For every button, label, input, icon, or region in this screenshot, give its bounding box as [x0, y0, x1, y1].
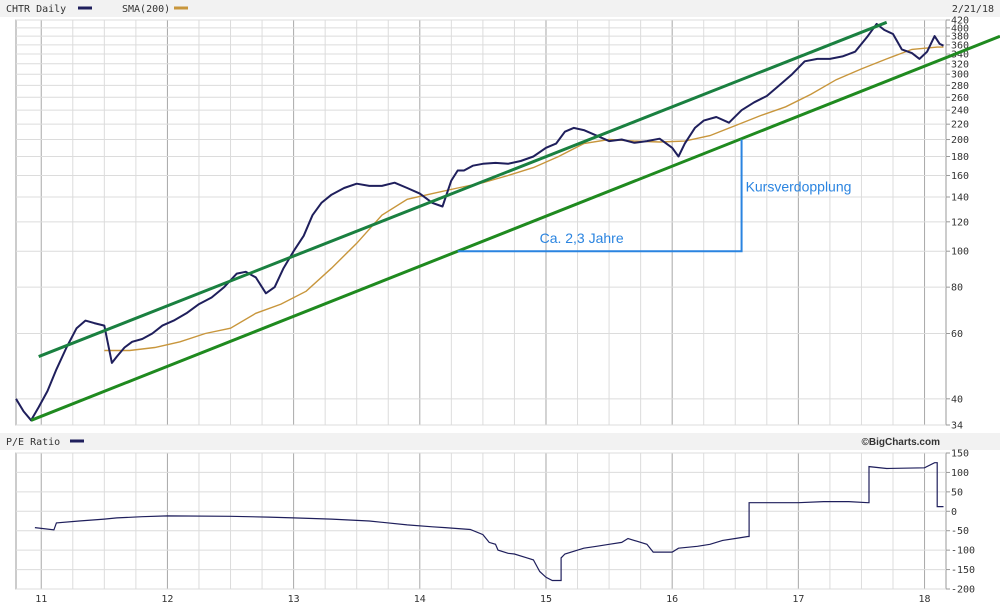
price-grid	[16, 19, 946, 426]
pe-header-label: P/E Ratio	[6, 437, 60, 448]
price-y-tick-label: 360	[951, 40, 969, 51]
pe-header-bar	[0, 433, 1000, 450]
pe-grid	[16, 452, 946, 590]
pe-y-tick-label: 100	[951, 468, 969, 479]
price-y-tick-label: 300	[951, 70, 969, 81]
pe-y-tick-label: 150	[951, 449, 969, 460]
x-tick-label: 16	[666, 594, 678, 605]
price-y-tick-label: 160	[951, 171, 969, 182]
channel-lower-line	[30, 34, 1000, 422]
price-y-tick-label: 120	[951, 217, 969, 228]
price-header-sma: SMA(200)	[122, 4, 170, 15]
price-y-tick-label: 340	[951, 50, 969, 61]
price-y-tick-label: 380	[951, 32, 969, 43]
pe-y-tick-label: -200	[951, 585, 975, 596]
pe-y-axis: 150 100 50 0 -50 -100 -150 -200	[946, 449, 975, 596]
doubling-bracket	[457, 139, 743, 253]
pe-series-layer	[34, 462, 944, 582]
sma-series-line	[104, 46, 944, 352]
pe-y-tick-label: 50	[951, 487, 963, 498]
x-tick-label: 15	[540, 594, 552, 605]
price-y-tick-label: 400	[951, 23, 969, 34]
x-tick-label: 12	[161, 594, 173, 605]
price-y-tick-label: 100	[951, 247, 969, 258]
x-tick-label: 14	[414, 594, 426, 605]
pe-y-tick-label: -50	[951, 526, 969, 537]
price-header-bar	[0, 0, 1000, 17]
x-tick-label: 11	[35, 594, 47, 605]
channel-upper-line	[38, 20, 888, 358]
x-tick-label: 13	[288, 594, 300, 605]
source-credit: ©BigCharts.com	[862, 437, 941, 448]
price-y-tick-label: 280	[951, 81, 969, 92]
price-plot-area	[15, 19, 947, 426]
price-series-line	[15, 22, 944, 422]
price-y-tick-label: 420	[951, 16, 969, 27]
price-header-symbol: CHTR Daily	[6, 4, 66, 15]
annotation-duration-label: Ca. 2,3 Jahre	[540, 230, 624, 246]
price-y-tick-label: 140	[951, 192, 969, 203]
price-y-tick-label: 60	[951, 329, 963, 340]
pe-y-tick-label: -150	[951, 565, 975, 576]
price-y-tick-label: 240	[951, 106, 969, 117]
pe-series-line	[34, 462, 944, 582]
price-y-tick-label: 220	[951, 120, 969, 131]
price-y-tick-label: 180	[951, 152, 969, 163]
annotation-doubling-label: Kursverdopplung	[746, 178, 852, 194]
price-y-tick-label: 200	[951, 135, 969, 146]
x-tick-label: 18	[919, 594, 931, 605]
price-y-tick-label: 80	[951, 283, 963, 294]
pe-y-tick-label: 0	[951, 507, 957, 518]
price-y-tick-label: 34	[951, 421, 963, 432]
price-y-tick-label: 40	[951, 394, 963, 405]
price-y-tick-label: 260	[951, 93, 969, 104]
price-header-date: 2/21/18	[952, 4, 994, 15]
pe-y-tick-label: -100	[951, 546, 975, 557]
x-axis: 11 12 13 14 15 16 17 18	[35, 594, 930, 605]
pe-plot-area	[15, 452, 947, 590]
x-tick-label: 17	[792, 594, 804, 605]
price-y-tick-label: 320	[951, 59, 969, 70]
price-series-layer: Ca. 2,3 Jahre Kursverdopplung	[15, 20, 1000, 422]
